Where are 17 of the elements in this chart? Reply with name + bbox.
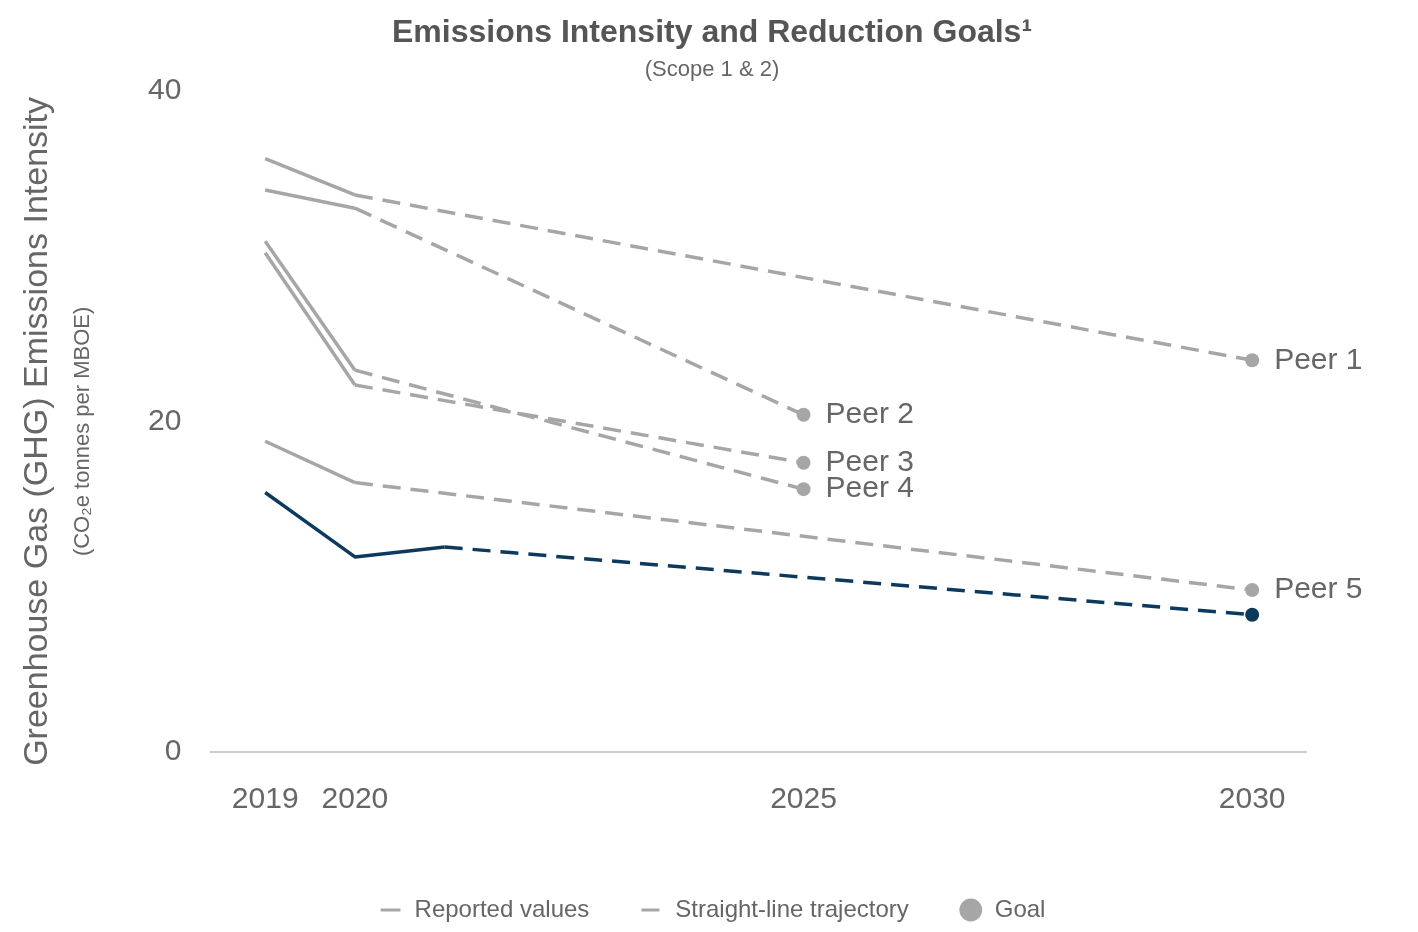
annotation: Peer 1 [1274,341,1363,375]
annotation: Peer 5 [1274,571,1363,605]
legend-label: Goal [994,894,1046,922]
x-tick-label: 2020 [321,781,389,815]
x-tick-label: 2025 [770,781,837,815]
x-tick-label: 2019 [231,781,299,815]
text: (CO₂e tonnes per MBOE) [69,306,95,557]
y-tick-label: 0 [164,733,182,767]
y-tick-label: 20 [147,402,182,436]
x-tick-label: 2030 [1218,781,1286,815]
chart-subtitle: (Scope 1 & 2) [644,55,780,81]
annotation: Peer 2 [825,396,914,430]
y-tick-label: 40 [147,72,182,106]
legend-label: Reported values [414,894,590,922]
y-axis-title: Greenhouse Gas (GHG) Emissions Intensity [16,96,55,766]
legend-label: Straight-line trajectory [675,894,909,922]
chart-title: Emissions Intensity and Reduction Goals¹ [391,13,1033,50]
